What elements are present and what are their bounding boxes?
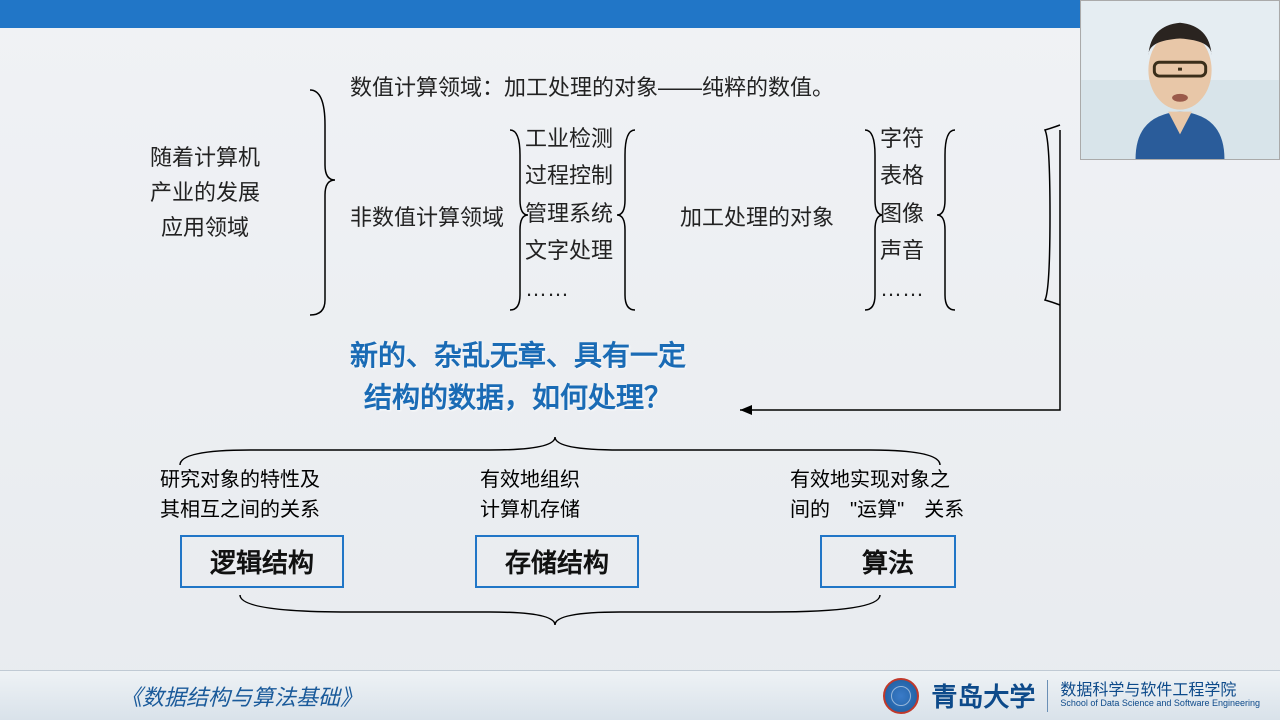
process-label: 加工处理的对象: [680, 200, 834, 235]
right-item: 图像: [880, 195, 924, 232]
course-title: 《数据结构与算法基础》: [120, 680, 362, 712]
footer-right: 青岛大学 数据科学与软件工程学院 School of Data Science …: [883, 677, 1260, 714]
university-logo-icon: [883, 678, 919, 714]
highlight-line2: 结构的数据，如何处理？: [350, 377, 686, 419]
right-item: 字符: [880, 120, 924, 157]
university-name: 青岛大学: [931, 677, 1035, 714]
right-item: 表格: [880, 157, 924, 194]
school-name: 数据科学与软件工程学院 School of Data Science and S…: [1060, 682, 1260, 709]
branch2-items: 工业检测 过程控制 管理系统 文字处理 ……: [525, 120, 613, 307]
highlight-line1: 新的、杂乱无章、具有一定: [350, 335, 686, 377]
footer: 《数据结构与算法基础》 青岛大学 数据科学与软件工程学院 School of D…: [0, 670, 1280, 720]
desc2: 有效地组织 计算机存储: [480, 465, 580, 525]
right-item: ……: [880, 270, 924, 307]
right-items: 字符 表格 图像 声音 ……: [880, 120, 924, 307]
sub-item: 工业检测: [525, 120, 613, 157]
desc1: 研究对象的特性及 其相互之间的关系: [160, 465, 320, 525]
diagram-content: 随着计算机 产业的发展 应用领域 数值计算领域：加工处理的对象——纯粹的数值。 …: [0, 40, 1280, 660]
footer-divider: [1047, 680, 1048, 712]
right-item: 声音: [880, 232, 924, 269]
branch2-label: 非数值计算领域: [350, 200, 504, 235]
sub-item: ……: [525, 270, 613, 307]
sub-item: 管理系统: [525, 195, 613, 232]
school-en: School of Data Science and Software Engi…: [1060, 699, 1260, 709]
highlight-text: 新的、杂乱无章、具有一定 结构的数据，如何处理？: [350, 335, 686, 419]
box-storage-structure: 存储结构: [475, 535, 639, 588]
branch1-label: 数值计算领域：加工处理的对象——纯粹的数值。: [350, 70, 834, 105]
sub-item: 文字处理: [525, 232, 613, 269]
box-logical-structure: 逻辑结构: [180, 535, 344, 588]
root-label: 随着计算机 产业的发展 应用领域: [150, 140, 260, 246]
desc3: 有效地实现对象之 间的 "运算" 关系: [790, 465, 964, 525]
box-algorithm: 算法: [820, 535, 956, 588]
root-line1: 随着计算机 产业的发展 应用领域: [150, 145, 260, 240]
school-cn: 数据科学与软件工程学院: [1060, 682, 1260, 700]
sub-item: 过程控制: [525, 157, 613, 194]
